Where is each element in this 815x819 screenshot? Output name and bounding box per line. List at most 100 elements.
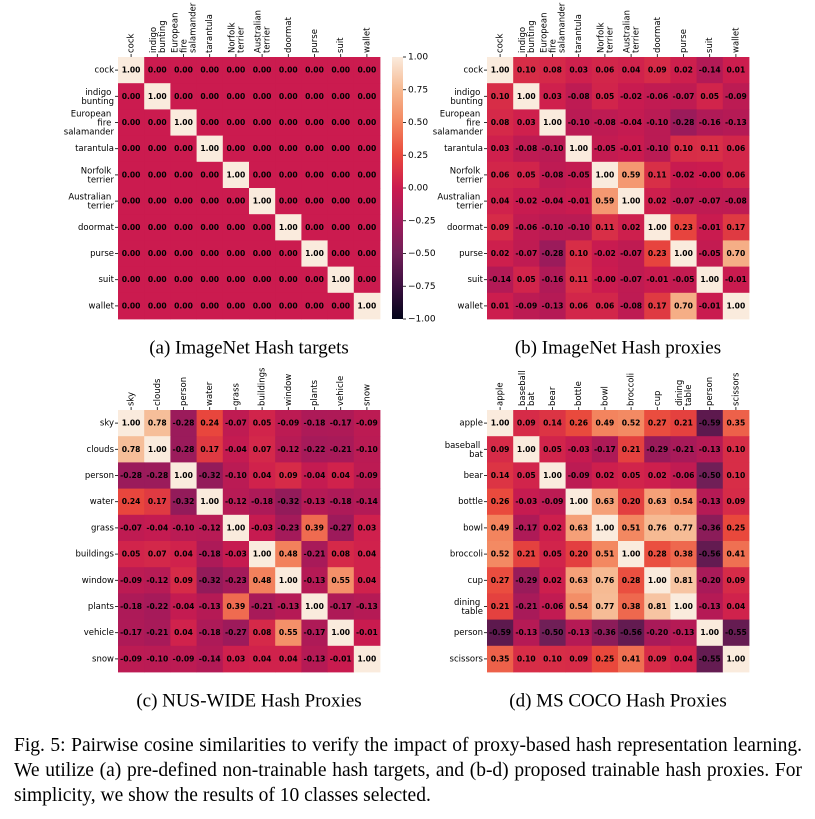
heatmap-cell [565, 410, 593, 437]
cell-label: 0.00 [358, 170, 377, 179]
heatmap-cell [196, 488, 224, 516]
cell-label: 0.00 [331, 118, 350, 127]
heatmap-cell [144, 567, 171, 594]
cell-label: -0.28 [120, 471, 142, 480]
x-tick-label: vehicle [336, 376, 346, 406]
cell-label: 0.00 [174, 66, 193, 75]
cell-label: -0.12 [225, 497, 247, 506]
cell-label: -0.13 [725, 118, 747, 127]
heatmap-cell [670, 188, 697, 215]
cell-label: -0.13 [568, 628, 590, 637]
heatmap-cell [618, 57, 645, 84]
cell-label: 0.59 [622, 170, 641, 179]
cell-label: 0.25 [596, 654, 615, 663]
heatmap-cell [118, 109, 145, 136]
heatmap-cell [696, 161, 724, 189]
heatmap-cell [144, 488, 171, 516]
heatmap-cell [249, 541, 276, 568]
heatmap-cell [118, 161, 145, 189]
y-tick-label: sky [100, 419, 114, 429]
cell-label: 0.51 [596, 550, 615, 559]
y-tick-label: wallet [89, 301, 115, 311]
heatmap-cell [327, 462, 355, 489]
heatmap-cell [565, 292, 593, 320]
heatmap-cell [118, 188, 145, 215]
heatmap-cell [722, 161, 750, 189]
heatmap-cell [591, 567, 619, 594]
x-tick-label: tarantula [205, 14, 215, 53]
heatmap-cell [722, 410, 750, 437]
cell-label: 0.05 [517, 471, 536, 480]
heatmap-cell [696, 135, 724, 163]
heatmap-cell [696, 188, 724, 215]
heatmap-cell [487, 83, 514, 110]
heatmap-cell [513, 266, 540, 294]
y-tick-label: person [85, 471, 114, 481]
cell-label: 0.04 [253, 654, 272, 663]
heatmap-cell [327, 514, 355, 542]
heatmap-cell [618, 240, 645, 267]
heatmap-cell [487, 514, 514, 542]
y-tick-label: plants [88, 602, 115, 612]
heatmap-cell [670, 541, 697, 568]
heatmap-cell [539, 109, 566, 136]
cell-label: 1.00 [305, 249, 324, 258]
cell-label: 0.00 [174, 170, 193, 179]
heatmap-cell [327, 292, 355, 320]
heatmap-cell [513, 240, 540, 267]
heatmap-cell [513, 436, 540, 463]
cell-label: -0.13 [277, 602, 299, 611]
heatmap-cell [539, 161, 566, 189]
heatmap-cell [722, 462, 750, 489]
heatmap-cell [565, 436, 593, 463]
colorbar-tick-label: 0.50 [408, 118, 428, 128]
y-tick-label: Norfolk terrier [450, 166, 484, 185]
cell-label: 0.00 [174, 144, 193, 153]
y-tick-label: bowl [463, 523, 483, 533]
heatmap-cell [513, 462, 540, 489]
cell-label: 0.02 [543, 576, 562, 585]
y-tick-label: European fire salamander [64, 109, 115, 137]
cell-label: 0.00 [253, 92, 272, 101]
heatmap-cell [618, 410, 645, 437]
heatmap-cell [301, 593, 328, 620]
y-tick-label: wallet [458, 301, 484, 311]
panel-caption: (c) NUS-WIDE Hash Proxies [136, 690, 361, 711]
heatmap-cell [513, 188, 540, 215]
cell-label: 1.00 [331, 275, 350, 284]
cell-label: -0.10 [646, 118, 668, 127]
colorbar-tick-label: 0.75 [408, 85, 428, 95]
cell-label: 0.55 [279, 628, 298, 637]
heatmap-cell [118, 567, 145, 594]
heatmap-cell [170, 292, 197, 320]
heatmap-cell [618, 488, 645, 516]
x-tick-label: dining table [675, 377, 694, 406]
heatmap-cell [222, 135, 250, 163]
y-tick-label: Norfolk terrier [81, 166, 115, 185]
cell-label: -0.22 [146, 602, 168, 611]
heatmap-cell [696, 619, 724, 647]
heatmap-cell [591, 462, 619, 489]
heatmap-cell [644, 188, 671, 215]
heatmap-cell [118, 645, 145, 673]
cell-label: 1.00 [358, 654, 377, 663]
cell-label: 1.00 [253, 197, 272, 206]
heatmap-cell [196, 188, 224, 215]
cell-label: 0.00 [358, 92, 377, 101]
cell-label: 0.08 [331, 550, 350, 559]
heatmap-cell [144, 83, 171, 110]
heatmap-cell [301, 514, 328, 542]
x-tick-label: bear [548, 386, 558, 406]
heatmap-cell [696, 292, 724, 320]
cell-label: -0.06 [542, 602, 564, 611]
cell-label: 0.02 [648, 197, 667, 206]
cell-label: 0.10 [727, 445, 746, 454]
heatmap-cell [249, 567, 276, 594]
cell-label: 0.25 [727, 523, 746, 532]
heatmap-cell [670, 266, 697, 294]
cell-label: 0.21 [517, 550, 536, 559]
cell-label: 0.10 [569, 249, 588, 258]
cell-label: 0.08 [543, 66, 562, 75]
heatmap-cell [301, 57, 328, 84]
heatmap-cell [301, 188, 328, 215]
